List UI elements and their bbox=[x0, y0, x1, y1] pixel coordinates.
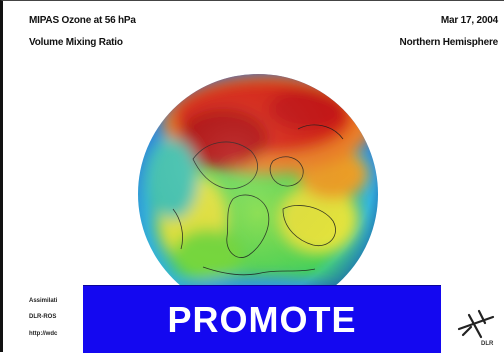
promote-banner-label: PROMOTE bbox=[167, 299, 356, 341]
map-subtitle: Volume Mixing Ratio bbox=[29, 37, 123, 48]
map-title: MIPAS Ozone at 56 hPa bbox=[29, 15, 136, 26]
footer-line-3: http://wdc bbox=[29, 331, 57, 337]
svg-text:DLR: DLR bbox=[481, 341, 494, 347]
ozone-globe bbox=[133, 69, 383, 319]
footer-line-1: Assimilati bbox=[29, 298, 57, 304]
dlr-logo: DLR bbox=[451, 303, 501, 349]
footer-line-2: DLR-ROS bbox=[29, 314, 56, 320]
map-date: Mar 17, 2004 bbox=[441, 15, 498, 26]
promote-banner: PROMOTE bbox=[83, 285, 441, 353]
map-region: Northern Hemisphere bbox=[400, 37, 498, 48]
